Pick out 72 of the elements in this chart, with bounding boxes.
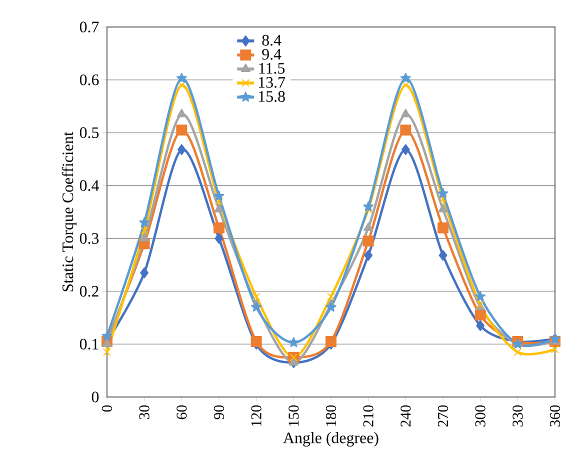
x-tick-label: 60 [176, 405, 187, 420]
x-axis-title: Angle (degree) [283, 432, 378, 447]
legend-label: 9.4 [262, 48, 282, 60]
point [550, 345, 560, 354]
point [438, 204, 448, 212]
point [364, 250, 373, 261]
x-tick-label: 120 [251, 405, 262, 426]
x-tick-label: 150 [288, 405, 299, 426]
x-tick-label: 330 [512, 405, 523, 426]
point [288, 337, 299, 348]
x-tick-label: 0 [102, 405, 112, 412]
point [514, 348, 522, 356]
y-tick-label: 0.4 [80, 180, 99, 191]
y-tick-label: 0.1 [80, 338, 98, 350]
point [362, 236, 374, 247]
point [288, 357, 298, 366]
point [140, 232, 150, 242]
point [139, 217, 150, 228]
point [363, 201, 374, 212]
point [214, 232, 224, 244]
y-tick-label: 0.5 [80, 127, 99, 138]
point [140, 226, 148, 235]
x-tick-label: 270 [438, 405, 448, 427]
y-tick-label: 0 [92, 392, 99, 402]
point [251, 302, 262, 312]
point [176, 72, 187, 83]
point [438, 222, 448, 234]
point [400, 72, 411, 83]
point [102, 330, 112, 341]
point [476, 320, 485, 332]
x-tick-label: 240 [400, 405, 411, 427]
point [400, 108, 410, 118]
point [177, 144, 186, 156]
point [102, 338, 112, 348]
point [178, 81, 186, 90]
point [214, 222, 224, 234]
x-tick-label: 30 [139, 405, 150, 419]
x-tick-label: 90 [214, 405, 224, 420]
point [401, 144, 410, 156]
point [438, 250, 448, 261]
point [400, 124, 412, 136]
point [176, 124, 188, 136]
y-axis-title: Static Torque Coefficient [62, 132, 76, 292]
legend-label: 8.4 [262, 34, 282, 46]
point [326, 336, 336, 347]
point [438, 194, 448, 203]
point [214, 197, 224, 206]
point [438, 188, 448, 198]
point [364, 222, 374, 231]
point [402, 81, 410, 90]
y-tick-label: 0.7 [80, 22, 99, 32]
point [326, 302, 336, 312]
point [214, 190, 224, 201]
point [326, 292, 336, 301]
legend-label: 13.7 [259, 77, 286, 88]
x-tick-label: 180 [326, 405, 336, 426]
legend-label: 11.5 [259, 63, 285, 74]
y-tick-label: 0.6 [80, 74, 99, 86]
point [474, 310, 486, 321]
x-tick-label: 360 [550, 405, 560, 426]
x-tick-label: 300 [475, 405, 486, 426]
point [250, 336, 262, 347]
legend-label: 15.8 [259, 91, 285, 102]
point [140, 267, 149, 278]
y-tick-label: 0.2 [80, 286, 98, 297]
x-tick-label: 210 [363, 405, 374, 427]
point [176, 108, 186, 118]
point [214, 204, 224, 212]
point [252, 292, 260, 301]
y-tick-label: 0.3 [80, 233, 99, 244]
point [102, 348, 112, 356]
point [475, 291, 486, 302]
